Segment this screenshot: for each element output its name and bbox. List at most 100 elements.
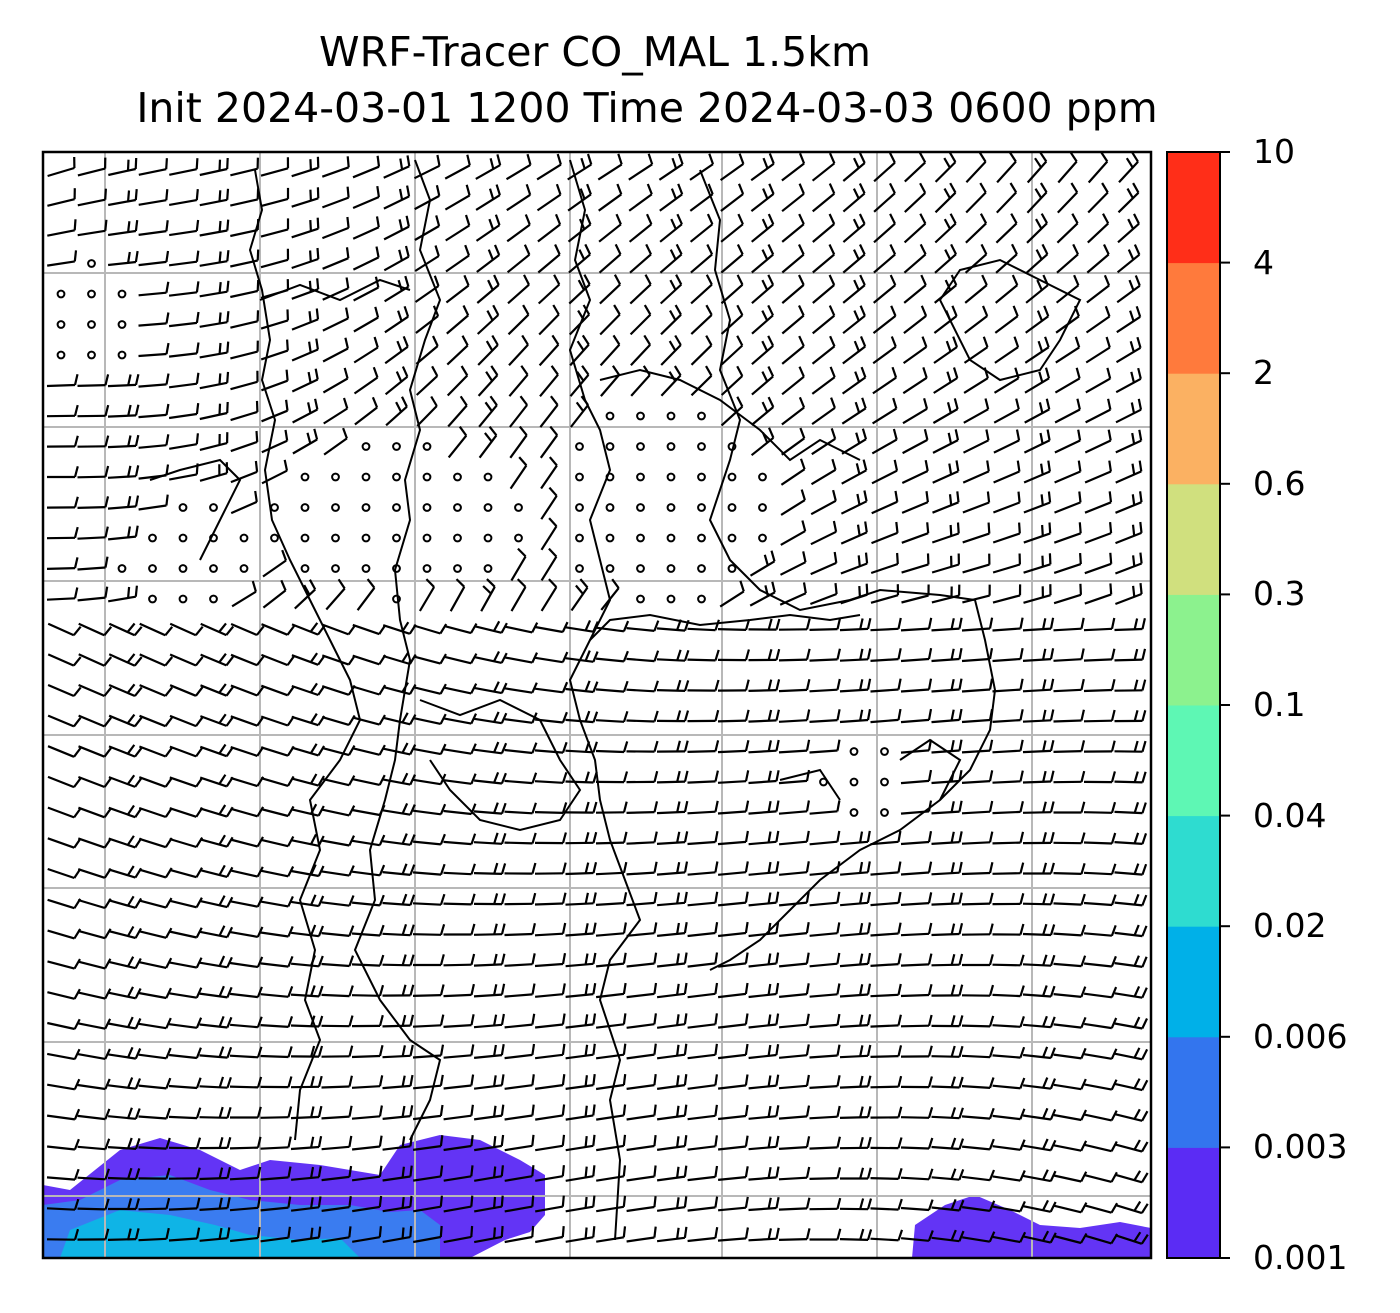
- wind-barb: [168, 250, 200, 267]
- wind-barb: [77, 1168, 110, 1181]
- wind-barb: [1054, 398, 1081, 424]
- wind-barb: [1114, 924, 1148, 938]
- wind-barb: [809, 922, 841, 937]
- wind-barb: [872, 336, 897, 365]
- wind-barb: [870, 953, 902, 967]
- wind-barb: [781, 427, 806, 456]
- wind-barb: [901, 459, 929, 484]
- wind-barb: [717, 1074, 749, 1090]
- wind-barb: [630, 334, 652, 366]
- wind-barb: [504, 892, 537, 906]
- wind-barb: [1055, 274, 1080, 304]
- wind-barb: [504, 802, 537, 815]
- wind-barb: [47, 466, 79, 479]
- wind-barb: [595, 1043, 627, 1060]
- wind-barb: [717, 1104, 749, 1121]
- wind-barb: [447, 426, 468, 459]
- wind-barb: [1022, 648, 1055, 662]
- wind-barb: [260, 955, 294, 968]
- wind-barb: [992, 985, 1025, 998]
- wind-barb: [290, 1135, 323, 1151]
- wind-barb: [199, 157, 229, 177]
- wind-barb: [1026, 182, 1048, 214]
- wind-barb: [900, 617, 933, 632]
- wind-barb: [169, 987, 203, 999]
- calm-wind-marker: [148, 594, 157, 604]
- wind-barb: [534, 1074, 566, 1090]
- calm-wind-marker: [117, 350, 127, 360]
- wind-barb: [657, 891, 688, 907]
- wind-barb: [382, 1226, 413, 1243]
- wind-barb: [537, 213, 562, 243]
- wind-barb: [595, 1073, 627, 1091]
- wind-barb: [107, 1107, 141, 1120]
- wind-barb: [473, 862, 507, 875]
- calm-wind-marker: [361, 564, 371, 573]
- calm-wind-marker: [422, 503, 432, 512]
- wind-barb: [291, 217, 320, 239]
- wind-barb: [626, 1104, 657, 1121]
- wind-barb: [626, 1073, 657, 1090]
- calm-wind-marker: [819, 777, 828, 787]
- wind-barb: [382, 1195, 413, 1213]
- wind-barb: [596, 1134, 627, 1152]
- wind-barb: [961, 892, 994, 906]
- wind-barb: [412, 1074, 444, 1090]
- calm-wind-marker: [605, 472, 615, 482]
- wind-barb: [46, 1168, 80, 1181]
- wind-barb: [810, 582, 838, 606]
- wind-barb: [628, 183, 653, 212]
- wind-barb: [291, 803, 325, 817]
- wind-barb: [321, 865, 355, 877]
- wind-barb: [595, 650, 629, 663]
- wind-barb: [720, 244, 744, 274]
- wind-barb: [962, 522, 991, 544]
- wind-barb: [839, 708, 872, 724]
- wind-barb: [77, 556, 109, 571]
- wind-barb: [506, 214, 531, 243]
- wind-barb: [903, 274, 927, 304]
- wind-barb: [506, 183, 532, 212]
- wind-barb: [46, 1138, 80, 1151]
- wind-barb: [382, 712, 417, 726]
- wind-barb: [656, 1043, 688, 1060]
- wind-barb: [595, 710, 629, 723]
- wind-barb: [778, 983, 810, 998]
- calm-wind-marker: [178, 594, 188, 604]
- wind-barb: [230, 249, 260, 268]
- wind-barb: [596, 1165, 627, 1182]
- wind-barb: [1023, 429, 1051, 454]
- wind-barb: [47, 837, 82, 849]
- wind-barb: [534, 802, 568, 814]
- calm-wind-marker: [605, 442, 615, 451]
- wind-barb: [656, 710, 690, 723]
- wind-barb: [534, 711, 568, 724]
- wind-barb: [934, 152, 957, 183]
- wind-barb: [839, 1136, 872, 1150]
- wind-barb: [478, 395, 498, 428]
- wind-barb: [47, 683, 82, 698]
- wind-barb: [107, 1077, 142, 1090]
- wind-barb: [687, 861, 719, 876]
- wind-barb: [47, 806, 82, 819]
- wind-barb: [508, 334, 529, 366]
- wind-barb: [1084, 583, 1113, 605]
- wind-barb: [659, 274, 683, 305]
- calm-wind-marker: [117, 564, 127, 573]
- wind-barb: [871, 459, 899, 485]
- wind-barb: [229, 986, 263, 999]
- wind-barb: [1114, 863, 1148, 876]
- calm-wind-marker: [361, 442, 371, 451]
- wind-barb: [963, 398, 990, 424]
- wind-barb: [1084, 552, 1113, 575]
- wind-barb: [717, 952, 749, 968]
- wind-barb: [687, 1043, 718, 1060]
- wind-barb: [781, 244, 805, 274]
- wind-barb: [748, 770, 780, 785]
- wind-barb: [478, 426, 498, 459]
- wind-barb: [1115, 521, 1143, 545]
- wind-barb: [108, 774, 143, 788]
- wind-barb: [689, 183, 714, 212]
- wind-barb: [569, 365, 590, 397]
- wind-barb: [168, 463, 199, 481]
